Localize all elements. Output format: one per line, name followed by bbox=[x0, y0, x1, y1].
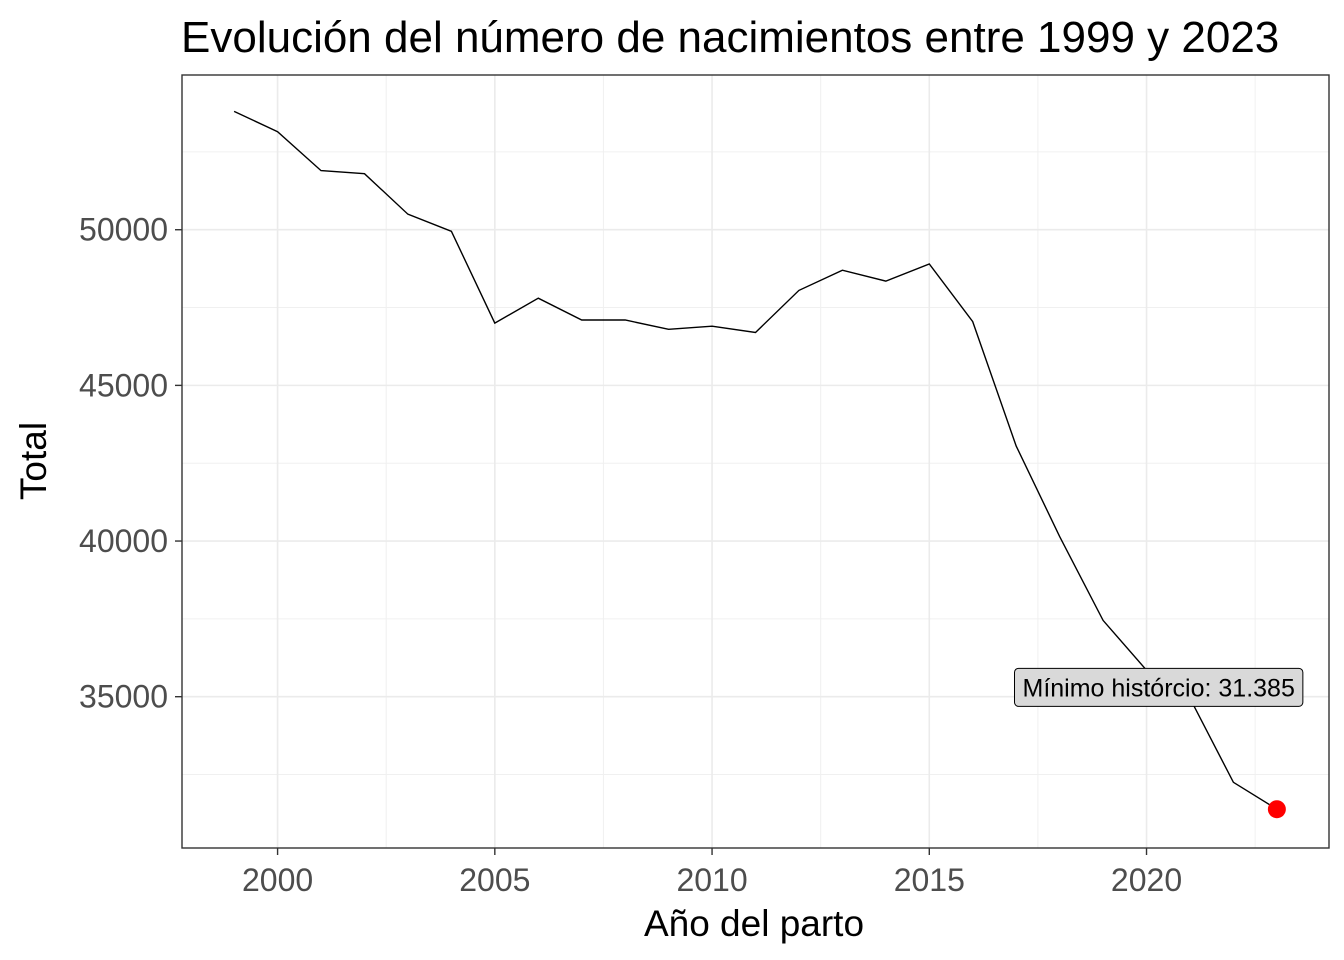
x-axis-title: Año del parto bbox=[644, 903, 864, 944]
annotation-label: Mínimo histórcio: 31.385 bbox=[1023, 674, 1295, 702]
minor-gridlines bbox=[182, 75, 1329, 848]
minimum-point-marker bbox=[1267, 800, 1286, 819]
x-tick-label: 2010 bbox=[676, 862, 747, 898]
y-tick-label: 50000 bbox=[79, 212, 168, 248]
x-tick-label: 2015 bbox=[894, 862, 965, 898]
chart-title: Evolución del número de nacimientos entr… bbox=[181, 13, 1279, 62]
births-series-line bbox=[233, 110, 1278, 810]
plot-panel-border bbox=[181, 74, 1330, 849]
major-gridlines bbox=[182, 75, 1329, 848]
minimum-annotation: Mínimo histórcio: 31.385 bbox=[1014, 667, 1304, 707]
y-axis-title: Total bbox=[13, 422, 54, 500]
x-tick-label: 2020 bbox=[1111, 862, 1182, 898]
y-tick-label: 40000 bbox=[79, 523, 168, 559]
annotation-box bbox=[1014, 667, 1304, 707]
y-tick-label: 45000 bbox=[79, 367, 168, 403]
x-tick-label: 2000 bbox=[242, 862, 313, 898]
x-axis: 2000 2005 2010 2015 2020 bbox=[242, 848, 1182, 898]
x-tick-label: 2005 bbox=[459, 862, 530, 898]
y-axis: 35000 40000 45000 50000 bbox=[79, 212, 182, 715]
y-tick-label: 35000 bbox=[79, 679, 168, 715]
